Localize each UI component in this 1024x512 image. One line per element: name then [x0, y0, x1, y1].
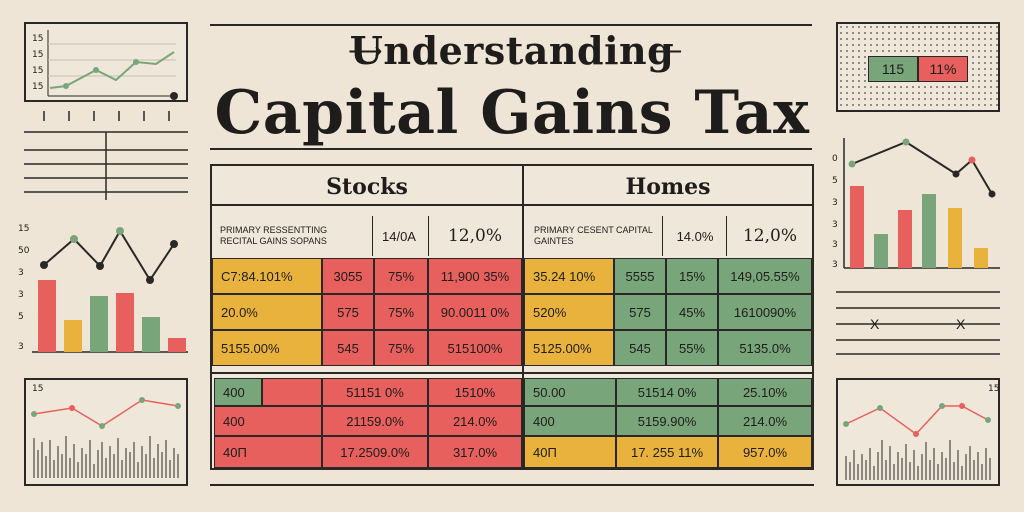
table-cell: 5125.00%	[524, 330, 614, 366]
ruled-table-left	[24, 130, 188, 200]
column-divider	[522, 164, 524, 470]
axis-tick: 3	[832, 220, 838, 230]
stocks-header: Stocks	[326, 174, 408, 200]
title-line-1: Understanding	[349, 28, 675, 73]
axis-tick: 15	[32, 66, 44, 76]
homes-header: Homes	[625, 174, 711, 200]
table-cell	[262, 378, 322, 406]
table-cell: 11,900 35%	[428, 258, 522, 294]
red-badge: 11%	[918, 56, 968, 82]
table-cell: 50.00	[524, 378, 616, 406]
table-cell: 400	[524, 406, 616, 436]
stocks-subheader-v1: 14/0A	[382, 228, 416, 244]
axis-tick: 0	[832, 154, 838, 164]
axis-tick: 15	[988, 384, 1000, 394]
table-cell: 15%	[666, 258, 718, 294]
combo-chart-right: 0 5 3 3 3 3	[830, 132, 1006, 274]
table-cell: 21159.0%	[322, 406, 428, 436]
axis-tick: 15	[32, 82, 44, 92]
mini-chart-bottomright: 15	[836, 378, 1000, 486]
table-cell: 45%	[666, 294, 718, 330]
tick-marks-row	[24, 108, 188, 121]
axis-tick: 3	[18, 268, 24, 278]
arrow-right-icon: ⟶	[348, 37, 383, 65]
table-cell: 515100%	[428, 330, 522, 366]
divider	[428, 216, 429, 256]
badge-panel-topright: 115 11%	[836, 22, 1000, 112]
table-cell: 25.10%	[718, 378, 812, 406]
axis-tick: 50	[18, 246, 30, 256]
table-cell: 90.0011 0%	[428, 294, 522, 330]
table-cell: 520%	[524, 294, 614, 330]
axis-tick: 3	[832, 240, 838, 250]
table-cell: 20.0%	[212, 294, 322, 330]
axis-tick: 15	[18, 224, 30, 234]
table-cell: 3055	[322, 258, 374, 294]
footer-rule	[210, 484, 814, 486]
table-cell: C7:84.101%	[212, 258, 322, 294]
table-cell: 214.0%	[718, 406, 812, 436]
table-cell: 17.2509.0%	[322, 436, 428, 468]
stocks-subheader-label: PRIMARY RESSENTTING RECITAL GAINS SOPANS	[220, 225, 328, 246]
stocks-subheader-v2: 12,0%	[447, 226, 502, 246]
homes-subheader-label: PRIMARY CESENT CAPITAL GAINTES	[534, 225, 653, 246]
table-cell: 214.0%	[428, 406, 522, 436]
table-cell: 957.0%	[718, 436, 812, 468]
block-rule	[210, 372, 814, 374]
green-badge: 115	[868, 56, 918, 82]
table-cell: 545	[322, 330, 374, 366]
axis-tick: 15	[32, 34, 44, 44]
cross-icon: X	[956, 316, 966, 332]
homes-subheader-v1: 14.0%	[676, 228, 714, 244]
title-rule-top	[210, 24, 812, 26]
table-cell: 17. 255 11%	[616, 436, 718, 468]
title-rule-bottom	[210, 148, 812, 150]
divider	[662, 216, 663, 256]
table-cell: 545	[614, 330, 666, 366]
header-rule	[210, 204, 814, 206]
axis-tick: 3	[832, 260, 838, 270]
title-line-2: Capital Gains Tax	[214, 78, 810, 148]
table-cell: 5155.00%	[212, 330, 322, 366]
table-cell: 5159.90%	[616, 406, 718, 436]
table-cell: 1510%	[428, 378, 522, 406]
table-cell: 5135.0%	[718, 330, 812, 366]
table-cell: 55%	[666, 330, 718, 366]
table-cell: 40П	[214, 436, 322, 468]
table-cell: 1610090%	[718, 294, 812, 330]
table-cell: 149,05.55%	[718, 258, 812, 294]
cross-icon: X	[870, 316, 880, 332]
axis-tick: 5	[18, 312, 24, 322]
ruled-table-right: X X	[836, 290, 1000, 355]
table-cell: 75%	[374, 294, 428, 330]
table-cell: 40П	[524, 436, 616, 468]
table-cell: 317.0%	[428, 436, 522, 468]
axis-tick: 3	[832, 198, 838, 208]
table-cell: 75%	[374, 330, 428, 366]
divider	[372, 216, 373, 256]
table-cell: 51151 0%	[322, 378, 428, 406]
mini-line-chart-topleft: 15 15 15 15	[24, 22, 188, 102]
table-cell: 75%	[374, 258, 428, 294]
axis-tick: 5	[832, 176, 838, 186]
table-cell: 51514 0%	[616, 378, 718, 406]
axis-tick: 15	[32, 384, 44, 394]
table-cell: 575	[614, 294, 666, 330]
divider	[726, 216, 727, 256]
mini-chart-bottomleft: 15	[24, 378, 188, 486]
table-cell: 400	[214, 378, 262, 406]
axis-tick: 15	[32, 50, 44, 60]
table-cell: 35.24 10%	[524, 258, 614, 294]
arrow-left-icon: ⟵	[648, 37, 683, 65]
table-cell: 5555	[614, 258, 666, 294]
table-cell: 575	[322, 294, 374, 330]
axis-tick: 3	[18, 342, 24, 352]
axis-tick: 3	[18, 290, 24, 300]
table-cell: 400	[214, 406, 322, 436]
homes-subheader-v2: 12,0%	[742, 226, 797, 246]
combo-chart-left: 15 50 3 3 5 3	[18, 218, 194, 358]
